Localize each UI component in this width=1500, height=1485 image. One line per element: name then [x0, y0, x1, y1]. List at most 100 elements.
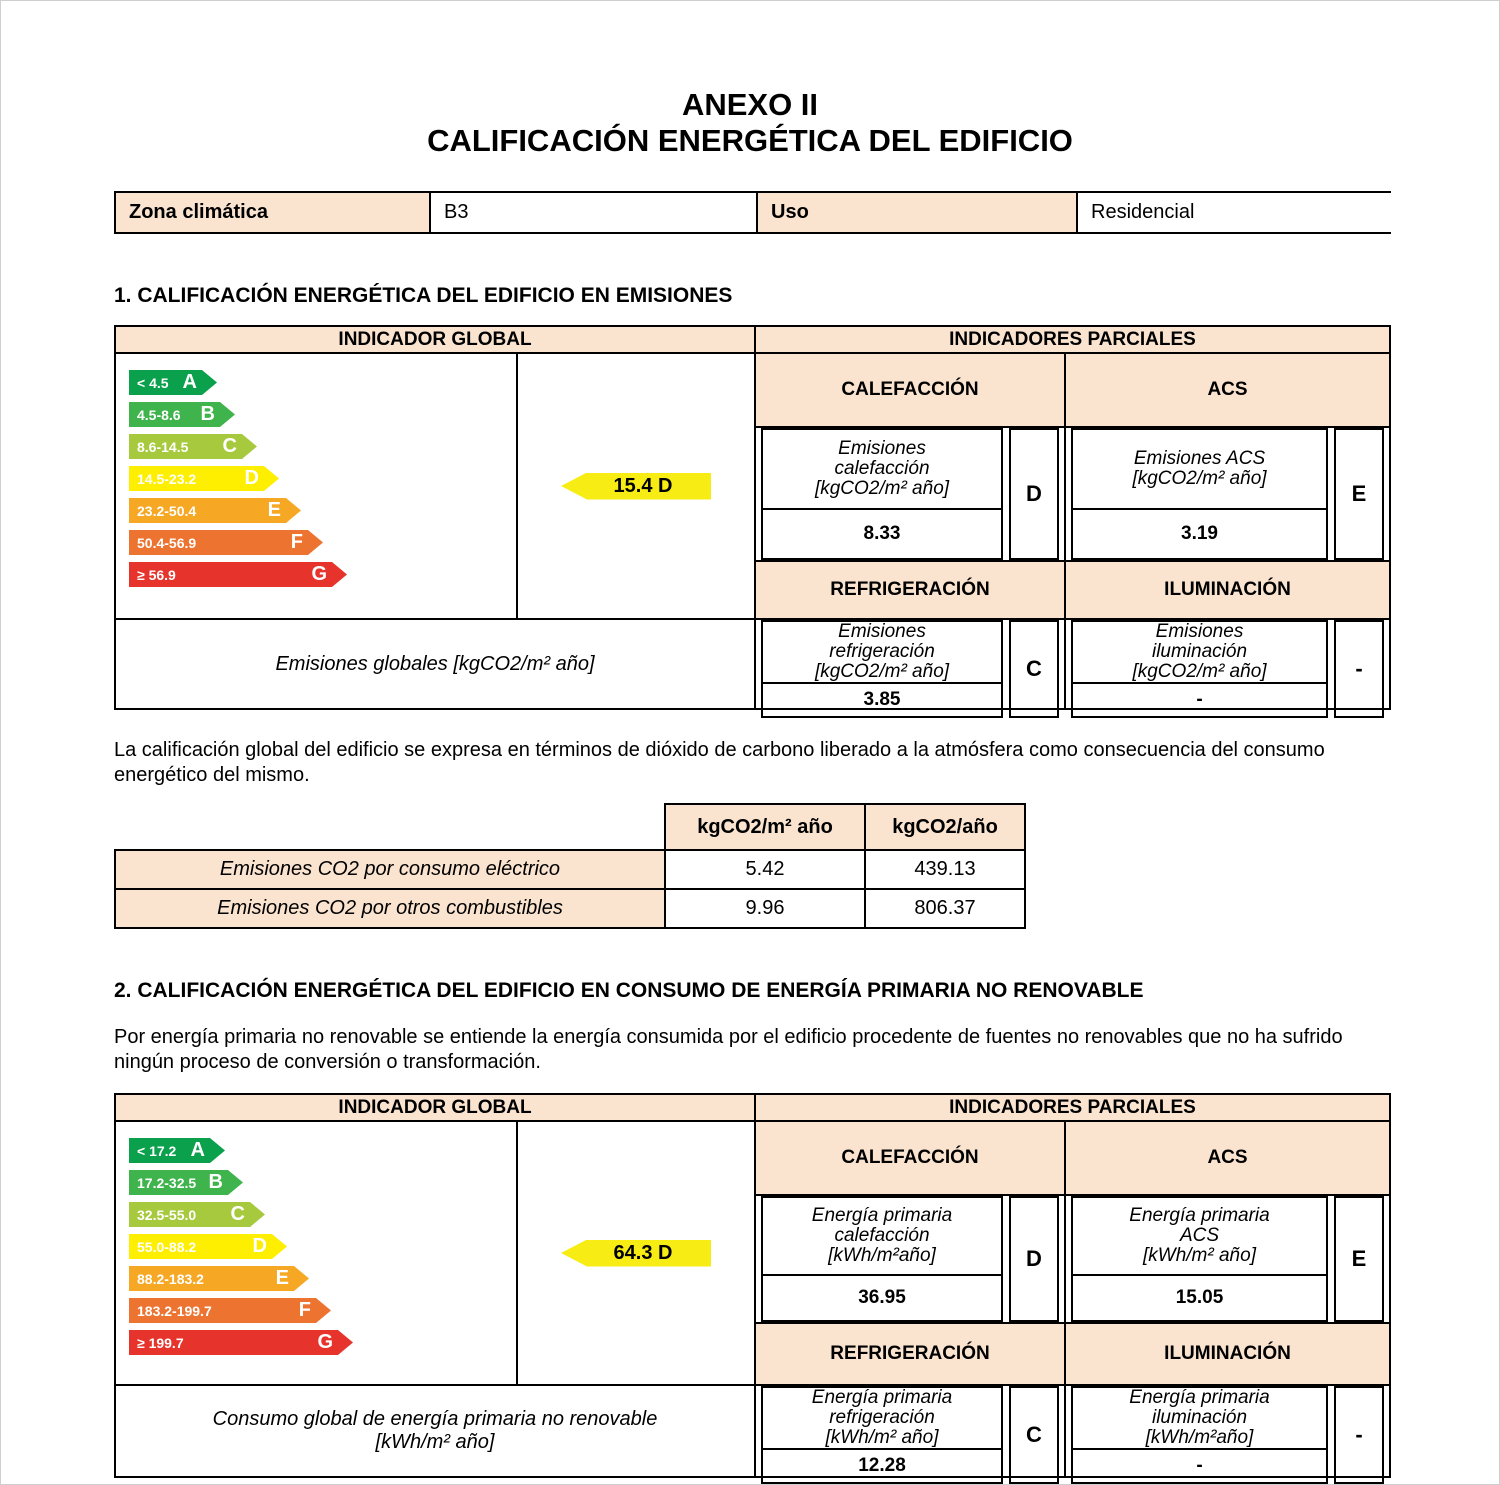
- scale-bar-a: < 17.2 A: [129, 1138, 225, 1163]
- emissions-rating-table: INDICADOR GLOBAL INDICADORES PARCIALES <…: [114, 325, 1391, 718]
- acs-label: Emisiones ACS [kgCO2/m² año]: [1071, 428, 1328, 510]
- scale-bar-f: 50.4-56.9 F: [129, 530, 323, 555]
- label-line: Emisiones globales [kgCO2/m² año]: [275, 652, 595, 675]
- scale-range: 4.5-8.6: [137, 406, 181, 423]
- energy-scale-emissions: < 4.5 A 4.5-8.6 B 8.6-14.5 C 14.5-23.2 D 23.…: [116, 354, 516, 618]
- scale-range: 32.5-55.0: [137, 1206, 197, 1223]
- scale-range: 88.2-183.2: [137, 1270, 204, 1287]
- scale-bar-d: 55.0-88.2 D: [129, 1234, 287, 1259]
- emissions-explanation-paragraph: La calificación global del edificio se e…: [114, 739, 1325, 786]
- iluminacion-value: -: [1071, 682, 1328, 718]
- scale-letter: C: [222, 435, 237, 457]
- acs-header: ACS: [1066, 1122, 1389, 1194]
- refrigeracion-value: 12.28: [761, 1448, 1003, 1484]
- scale-bar-f: 183.2-199.7 F: [129, 1298, 331, 1323]
- table-header-row: kgCO2/m² año kgCO2/año: [115, 803, 1026, 851]
- uso-value: Residencial: [1078, 193, 1391, 232]
- climate-zone-table: Zona climática B3 Uso Residencial: [114, 191, 1391, 234]
- rating-arrow-emissions: 15.4 D: [561, 472, 711, 500]
- refrigeracion-value: 3.85: [761, 682, 1003, 718]
- scale-bar-b: 4.5-8.6 B: [129, 402, 235, 427]
- label-line: Energía primaria: [811, 1387, 953, 1408]
- scale-bar-c: 32.5-55.0 C: [129, 1202, 265, 1227]
- label-line: Energía primaria: [1129, 1387, 1270, 1408]
- empty-cell: [115, 804, 665, 850]
- iluminacion-value: -: [1071, 1448, 1328, 1484]
- scale-range: < 17.2: [137, 1142, 177, 1159]
- label-line: calefacción: [834, 458, 930, 479]
- rating-arrow-primary-energy: 64.3 D: [561, 1239, 711, 1267]
- acs-grade: E: [1334, 428, 1384, 560]
- scale-letter: G: [311, 563, 327, 585]
- calefaccion-grade: D: [1009, 1196, 1059, 1322]
- scale-range: 8.6-14.5: [137, 438, 189, 455]
- global-rating-cell: 15.4 D: [518, 354, 754, 618]
- iluminacion-grade: -: [1334, 1386, 1384, 1484]
- label-line: [kWh/m²año]: [1145, 1427, 1254, 1448]
- scale-letter: F: [298, 1299, 311, 1321]
- label-line: refrigeración: [829, 1407, 935, 1428]
- scale-range: < 4.5: [137, 374, 169, 391]
- title-line-2: CALIFICACIÓN ENERGÉTICA DEL EDIFICIO: [427, 123, 1073, 158]
- scale-bar-b: 17.2-32.5 B: [129, 1170, 243, 1195]
- electrico-kgco2-m2: 5.42: [664, 849, 866, 890]
- rating-value: 64.3 D: [613, 1241, 673, 1264]
- label-line: [kgCO2/m² año]: [1132, 468, 1267, 489]
- iluminacion-label: Energía primaria iluminación [kWh/m²año]: [1071, 1386, 1328, 1450]
- table-row: Emisiones CO2 por otros combustibles 9.9…: [114, 888, 1026, 929]
- global-indicator-header: INDICADOR GLOBAL: [116, 327, 754, 352]
- col-header-kgco2: kgCO2/año: [864, 803, 1026, 851]
- scale-range: 17.2-32.5: [137, 1174, 197, 1191]
- scale-bar-c: 8.6-14.5 C: [129, 434, 257, 459]
- row-label-electrico: Emisiones CO2 por consumo eléctrico: [114, 849, 666, 890]
- calefaccion-value: 36.95: [761, 1274, 1003, 1322]
- scale-letter: D: [244, 467, 259, 489]
- iluminacion-indicator: Emisiones iluminación [kgCO2/m² año] - -: [1066, 620, 1389, 718]
- refrigeracion-grade: C: [1009, 620, 1059, 718]
- scale-bar-d: 14.5-23.2 D: [129, 466, 279, 491]
- scale-letter: F: [290, 531, 303, 553]
- acs-header: ACS: [1066, 354, 1389, 426]
- iluminacion-header: ILUMINACIÓN: [1066, 562, 1389, 618]
- refrigeracion-indicator: Energía primaria refrigeración [kWh/m² a…: [756, 1386, 1064, 1484]
- section2-heading: 2. CALIFICACIÓN ENERGÉTICA DEL EDIFICIO …: [114, 979, 1144, 1002]
- partial-indicators-header: INDICADORES PARCIALES: [756, 1095, 1389, 1120]
- acs-indicator: Emisiones ACS [kgCO2/m² año] 3.19 E: [1066, 428, 1389, 560]
- label-line: [kWh/m² año]: [1143, 1245, 1256, 1266]
- zona-climatica-label: Zona climática: [116, 193, 429, 232]
- label-line: Emisiones: [838, 621, 926, 642]
- electrico-kgco2: 439.13: [864, 849, 1026, 890]
- label-line: refrigeración: [829, 641, 935, 662]
- primary-energy-rating-table: INDICADOR GLOBAL INDICADORES PARCIALES <…: [114, 1093, 1391, 1484]
- calefaccion-grade: D: [1009, 428, 1059, 560]
- refrigeracion-label: Emisiones refrigeración [kgCO2/m² año]: [761, 620, 1003, 684]
- scale-letter: A: [190, 1139, 205, 1161]
- acs-value: 15.05: [1071, 1274, 1328, 1322]
- label-line: iluminación: [1151, 1407, 1248, 1428]
- rating-value: 15.4 D: [613, 474, 673, 497]
- scale-bar-e: 23.2-50.4 E: [129, 498, 301, 523]
- label-line: [kWh/m² año]: [375, 1431, 495, 1453]
- iluminacion-label: Emisiones iluminación [kgCO2/m² año]: [1071, 620, 1328, 684]
- scale-bar-g: ≥ 56.9 G: [129, 562, 347, 587]
- scale-letter: B: [200, 403, 215, 425]
- zona-climatica-value: B3: [431, 193, 756, 232]
- acs-indicator: Energía primaria ACS [kWh/m² año] 15.05 …: [1066, 1196, 1389, 1322]
- combustibles-kgco2: 806.37: [864, 888, 1026, 929]
- scale-letter: A: [182, 371, 197, 393]
- refrigeracion-label: Energía primaria refrigeración [kWh/m² a…: [761, 1386, 1003, 1450]
- calefaccion-label: Energía primaria calefacción [kWh/m²año]: [761, 1196, 1003, 1276]
- scale-range: 14.5-23.2: [137, 470, 197, 487]
- scale-range: 50.4-56.9: [137, 534, 197, 551]
- label-line: [kgCO2/m² año]: [814, 661, 950, 682]
- label-line: [kgCO2/m² año]: [1132, 661, 1267, 682]
- acs-grade: E: [1334, 1196, 1384, 1322]
- iluminacion-indicator: Energía primaria iluminación [kWh/m²año]…: [1066, 1386, 1389, 1484]
- global-emissions-label: Emisiones globales [kgCO2/m² año]: [116, 620, 754, 708]
- iluminacion-header: ILUMINACIÓN: [1066, 1324, 1389, 1384]
- partial-indicators-header: INDICADORES PARCIALES: [756, 327, 1389, 352]
- acs-label: Energía primaria ACS [kWh/m² año]: [1071, 1196, 1328, 1276]
- calefaccion-header: CALEFACCIÓN: [756, 354, 1064, 426]
- scale-range: 55.0-88.2: [137, 1238, 197, 1255]
